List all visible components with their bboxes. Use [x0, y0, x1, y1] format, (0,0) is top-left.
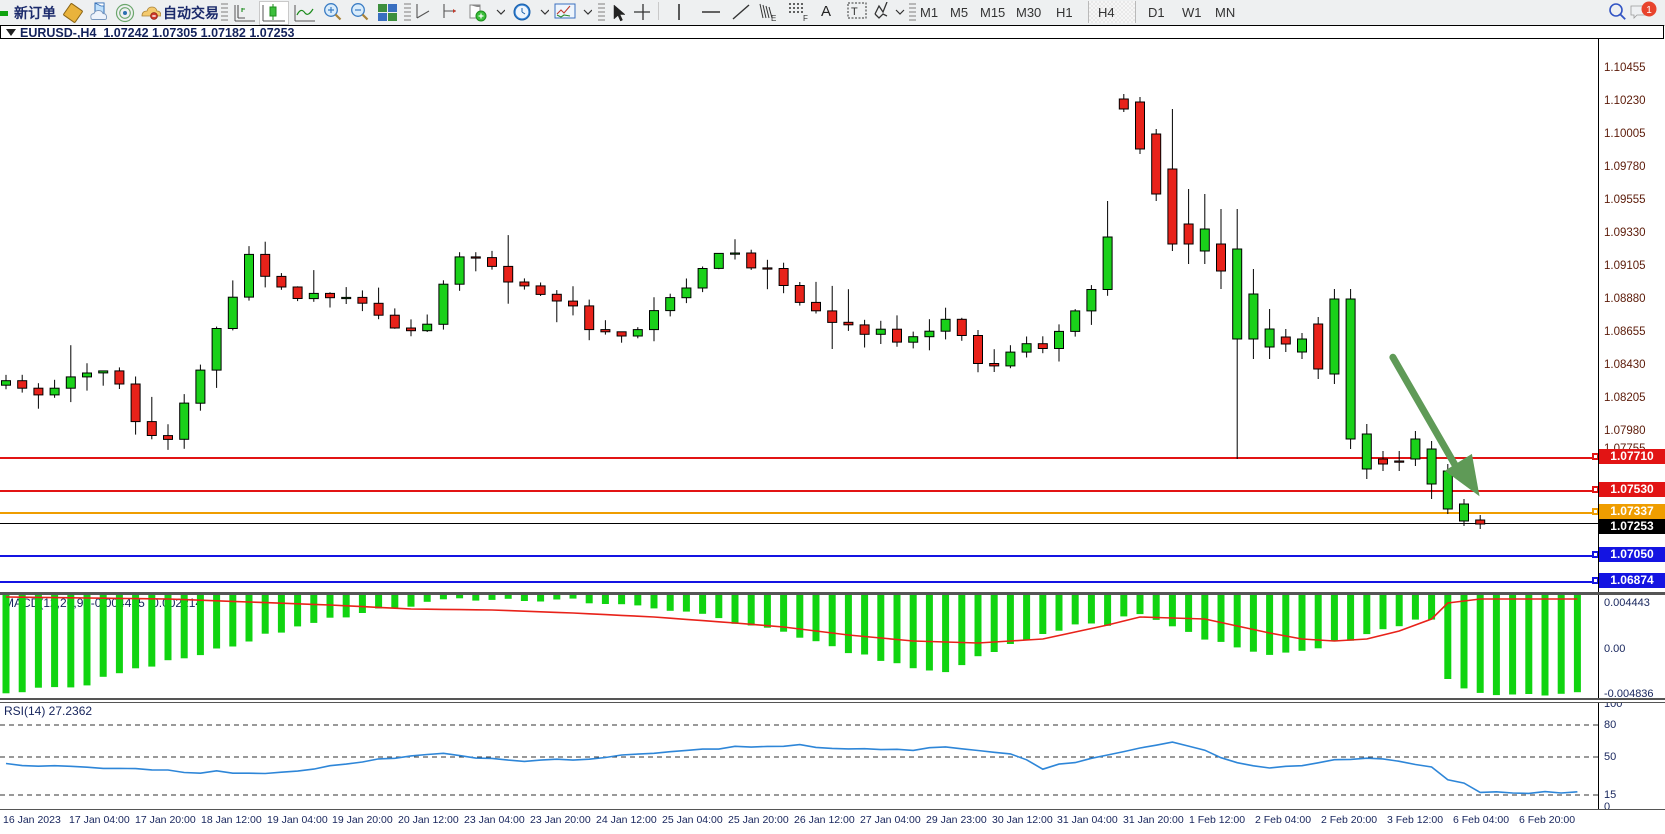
svg-text:T: T — [851, 6, 858, 18]
svg-text:E: E — [771, 14, 776, 22]
svg-text:1: 1 — [1646, 5, 1652, 16]
svg-text:F: F — [803, 14, 808, 22]
